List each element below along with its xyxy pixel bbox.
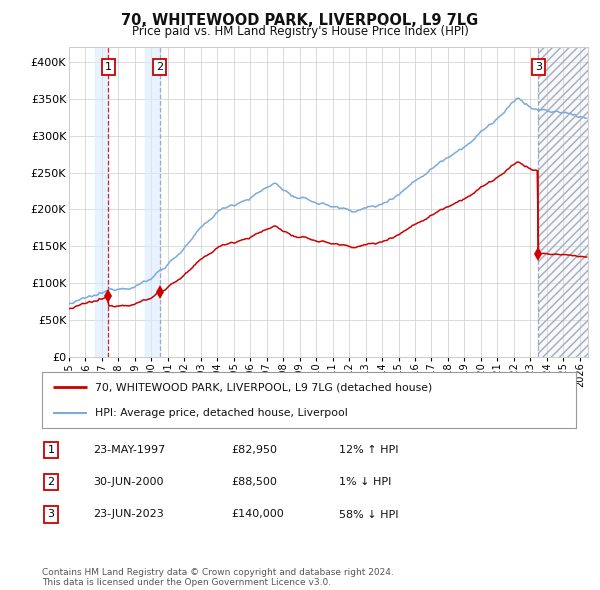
Text: 1: 1	[47, 445, 55, 455]
Bar	[538, 47, 588, 357]
Text: £140,000: £140,000	[231, 510, 284, 519]
Bar	[538, 47, 588, 357]
Text: 30-JUN-2000: 30-JUN-2000	[93, 477, 163, 487]
Text: 3: 3	[47, 510, 55, 519]
Text: 1: 1	[105, 63, 112, 73]
Text: £88,500: £88,500	[231, 477, 277, 487]
Text: 2: 2	[156, 63, 163, 73]
Text: Price paid vs. HM Land Registry's House Price Index (HPI): Price paid vs. HM Land Registry's House …	[131, 25, 469, 38]
Bar	[145, 47, 160, 357]
Text: 3: 3	[535, 63, 542, 73]
Text: 58% ↓ HPI: 58% ↓ HPI	[339, 510, 398, 519]
Text: 1% ↓ HPI: 1% ↓ HPI	[339, 477, 391, 487]
Text: 12% ↑ HPI: 12% ↑ HPI	[339, 445, 398, 455]
Text: 70, WHITEWOOD PARK, LIVERPOOL, L9 7LG (detached house): 70, WHITEWOOD PARK, LIVERPOOL, L9 7LG (d…	[95, 382, 433, 392]
Text: 2: 2	[47, 477, 55, 487]
Text: 23-MAY-1997: 23-MAY-1997	[93, 445, 165, 455]
Text: 23-JUN-2023: 23-JUN-2023	[93, 510, 164, 519]
Text: Contains HM Land Registry data © Crown copyright and database right 2024.
This d: Contains HM Land Registry data © Crown c…	[42, 568, 394, 587]
Text: £82,950: £82,950	[231, 445, 277, 455]
Text: 70, WHITEWOOD PARK, LIVERPOOL, L9 7LG: 70, WHITEWOOD PARK, LIVERPOOL, L9 7LG	[121, 13, 479, 28]
Bar	[95, 47, 109, 357]
Text: HPI: Average price, detached house, Liverpool: HPI: Average price, detached house, Live…	[95, 408, 348, 418]
